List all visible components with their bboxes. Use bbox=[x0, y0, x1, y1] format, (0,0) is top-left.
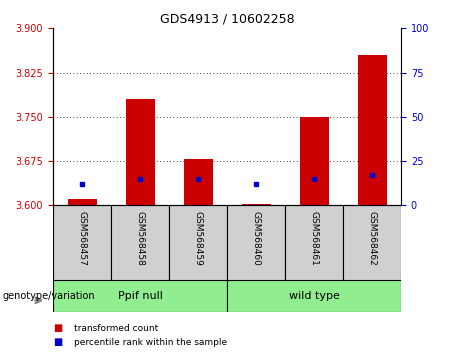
Title: GDS4913 / 10602258: GDS4913 / 10602258 bbox=[160, 13, 295, 26]
Text: percentile rank within the sample: percentile rank within the sample bbox=[74, 338, 227, 347]
Text: wild type: wild type bbox=[289, 291, 339, 301]
Bar bbox=[111, 205, 169, 280]
Text: GSM568460: GSM568460 bbox=[252, 211, 260, 266]
Text: GSM568461: GSM568461 bbox=[309, 211, 319, 266]
Bar bbox=[227, 205, 285, 280]
Bar bbox=[242, 204, 271, 205]
Text: ■: ■ bbox=[53, 323, 62, 333]
Bar bbox=[227, 280, 401, 312]
Bar bbox=[53, 205, 111, 280]
Text: GSM568458: GSM568458 bbox=[136, 211, 145, 266]
Bar bbox=[300, 117, 329, 205]
Text: ■: ■ bbox=[53, 337, 62, 347]
Text: GSM568459: GSM568459 bbox=[194, 211, 202, 266]
Bar bbox=[67, 199, 96, 205]
Bar bbox=[183, 159, 213, 205]
Bar bbox=[343, 205, 401, 280]
Text: transformed count: transformed count bbox=[74, 324, 158, 333]
Text: Ppif null: Ppif null bbox=[118, 291, 162, 301]
Bar bbox=[285, 205, 343, 280]
Bar bbox=[169, 205, 227, 280]
Text: genotype/variation: genotype/variation bbox=[2, 291, 95, 301]
Bar bbox=[358, 55, 387, 205]
Bar bbox=[125, 99, 154, 205]
Text: GSM568457: GSM568457 bbox=[77, 211, 87, 266]
Bar bbox=[53, 280, 227, 312]
Text: GSM568462: GSM568462 bbox=[367, 211, 377, 266]
